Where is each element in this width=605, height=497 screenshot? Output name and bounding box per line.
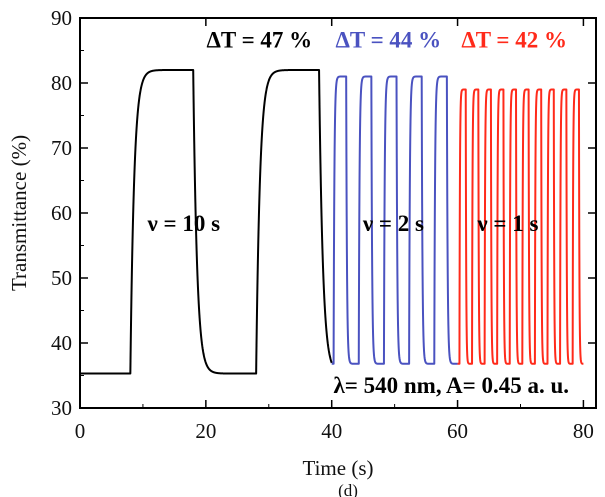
annotation-layer: ΔT = 47 % ΔT = 44 % ΔT = 42 % ν = 10 s ν = 2… xyxy=(147,27,570,398)
figure-caption: (d) xyxy=(338,481,358,497)
ticks-layer: 0 20 40 60 80 30 40 50 60 70 80 90 xyxy=(51,6,596,443)
x-tick-label: 40 xyxy=(321,419,342,443)
annotation-label: ΔT = 44 % xyxy=(335,27,441,52)
y-tick-label: 80 xyxy=(51,71,72,95)
y-tick-label: 90 xyxy=(51,6,72,30)
annotation-label: ν = 1 s xyxy=(476,211,538,236)
y-tick-label: 40 xyxy=(51,331,72,355)
x-tick-label: 0 xyxy=(75,419,86,443)
annotation-label: ΔT = 42 % xyxy=(461,27,567,52)
series-line xyxy=(79,69,333,375)
y-tick-label: 60 xyxy=(51,201,72,225)
annotation-label: ΔT = 47 % xyxy=(206,27,312,52)
annotation-label: λ= 540 nm, A= 0.45 a. u. xyxy=(333,373,569,398)
series-line xyxy=(330,75,459,365)
annotation-label: ν = 10 s xyxy=(147,211,221,236)
y-tick-label: 70 xyxy=(51,136,72,160)
x-axis-title: Time (s) xyxy=(303,456,374,480)
annotation-label: ν = 2 s xyxy=(362,211,424,236)
y-axis-title: Transmittance (%) xyxy=(7,135,31,291)
x-tick-label: 60 xyxy=(447,419,468,443)
x-tick-label: 80 xyxy=(573,419,594,443)
x-tick-label: 20 xyxy=(195,419,216,443)
series-line xyxy=(456,88,585,365)
series-layer xyxy=(79,69,585,375)
y-tick-label: 50 xyxy=(51,266,72,290)
y-tick-label: 30 xyxy=(51,396,72,420)
